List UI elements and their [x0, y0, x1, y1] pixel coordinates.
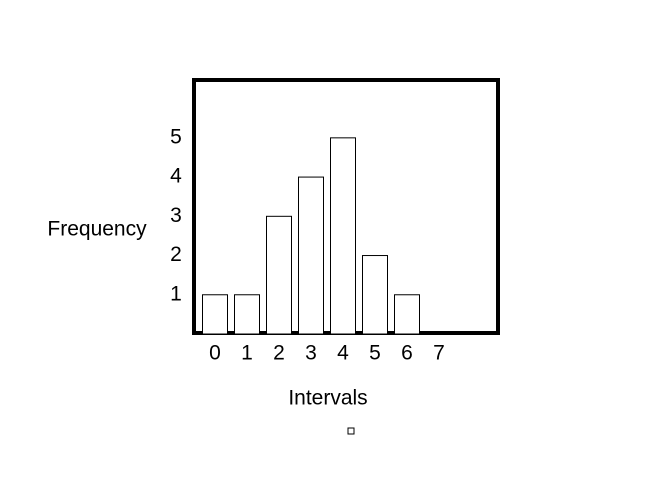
x-axis-label: Intervals: [288, 387, 367, 410]
y-tick-label: 5: [170, 125, 182, 148]
y-tick-label: 4: [170, 165, 182, 188]
y-axis-label: Frequency: [47, 218, 147, 241]
bar: [234, 294, 260, 335]
x-tick-label: 6: [401, 342, 413, 365]
bar: [394, 294, 420, 335]
bar: [362, 255, 388, 335]
x-tick-label: 3: [305, 342, 317, 365]
x-tick-label: 1: [241, 342, 253, 365]
bar: [298, 176, 324, 335]
x-tick-label: 2: [273, 342, 285, 365]
y-tick-label: 3: [170, 204, 182, 227]
x-tick-label: 5: [369, 342, 381, 365]
bar: [202, 294, 228, 335]
bar: [266, 215, 292, 335]
y-tick-label: 1: [170, 282, 182, 305]
y-tick-label: 2: [170, 243, 182, 266]
bar: [330, 137, 356, 335]
x-tick-label: 0: [209, 342, 221, 365]
marker: [347, 427, 355, 435]
x-tick-label: 4: [337, 342, 349, 365]
x-tick-label: 7: [433, 342, 445, 365]
